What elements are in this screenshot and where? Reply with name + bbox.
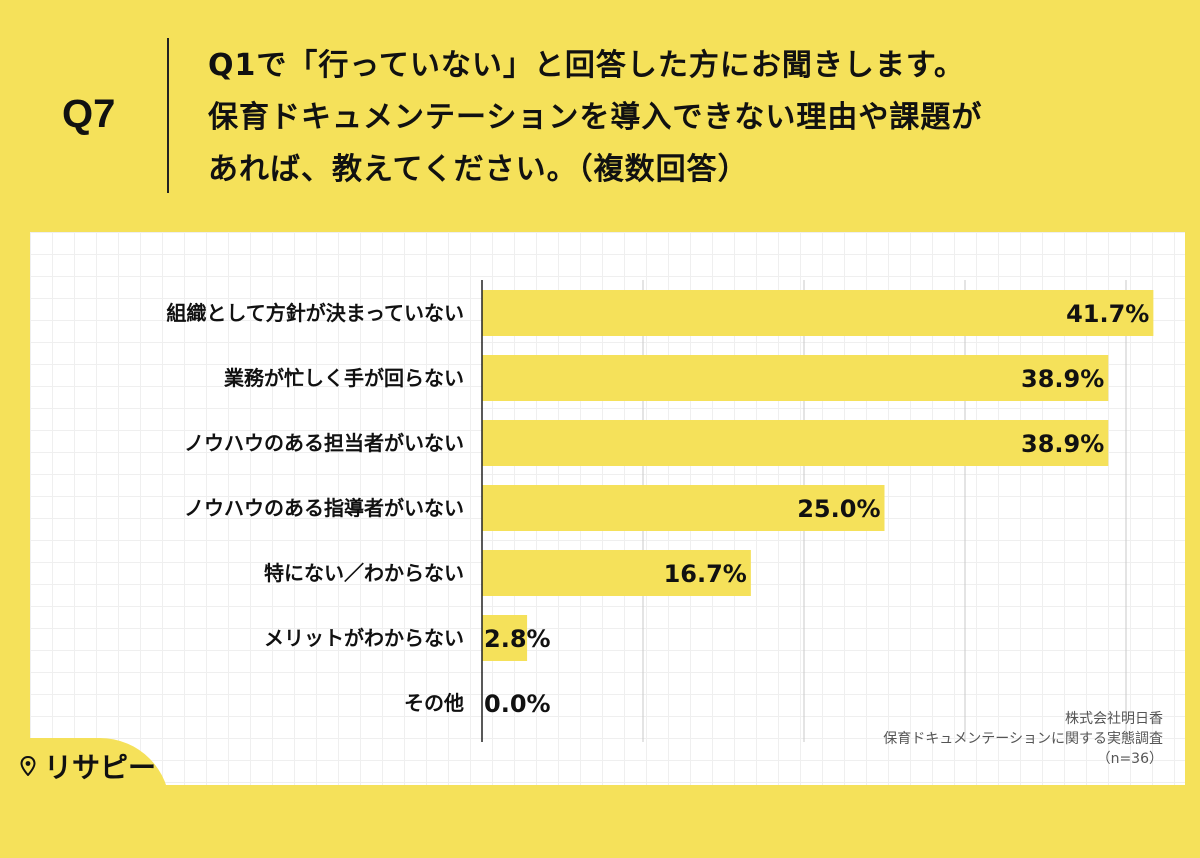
- chart-panel: 組織として方針が決まっていない 41.7% 業務が忙しく手が回らない 38.9% ノウハ…: [30, 232, 1185, 785]
- category-label: メリットがわからない: [264, 626, 464, 650]
- source-survey: 保育ドキュメンテーションに関する実態調査: [883, 731, 1163, 747]
- bar: [482, 485, 885, 531]
- value-label: 25.0%: [797, 495, 880, 523]
- value-label: 2.8%: [484, 625, 551, 653]
- category-label: ノウハウのある指導者がいない: [184, 496, 464, 520]
- brand-logo: リサピー: [20, 746, 156, 786]
- question-line-2: 保育ドキュメンテーションを導入できない理由や課題が: [208, 100, 983, 135]
- category-label: その他: [404, 691, 464, 715]
- category-label: 組織として方針が決まっていない: [166, 301, 464, 325]
- category-label: ノウハウのある担当者がいない: [184, 431, 464, 455]
- category-label: 業務が忙しく手が回らない: [224, 366, 464, 390]
- value-label: 38.9%: [1021, 430, 1104, 458]
- bar: [482, 615, 528, 661]
- value-label: 41.7%: [1066, 300, 1149, 328]
- category-label: 特にない／わからない: [264, 561, 464, 585]
- bar: [482, 355, 1109, 401]
- bar-chart: 組織として方針が決まっていない 41.7% 業務が忙しく手が回らない 38.9% ノウハ…: [166, 280, 1154, 742]
- source-company: 株式会社明日香: [1065, 711, 1163, 727]
- value-label: 16.7%: [664, 560, 747, 588]
- question-divider: [167, 38, 169, 193]
- location-pin-icon: [20, 756, 36, 776]
- question-number: Q7: [62, 92, 116, 136]
- bar: [482, 420, 1109, 466]
- question-line-1: Q1で「行っていない」と回答した方にお聞きします。: [208, 48, 965, 83]
- value-label: 38.9%: [1021, 365, 1104, 393]
- source-sample: （n=36）: [1096, 751, 1163, 767]
- logo-text: リサピー: [44, 751, 157, 784]
- question-line-3: あれば、教えてください。（複数回答）: [208, 152, 749, 187]
- question-text: Q1で「行っていない」と回答した方にお聞きします。 保育ドキュメンテーションを導…: [208, 40, 1168, 196]
- bar: [482, 550, 751, 596]
- bar: [482, 290, 1154, 336]
- value-label: 0.0%: [484, 690, 551, 718]
- source-note: 株式会社明日香 保育ドキュメンテーションに関する実態調査 （n=36）: [883, 709, 1163, 769]
